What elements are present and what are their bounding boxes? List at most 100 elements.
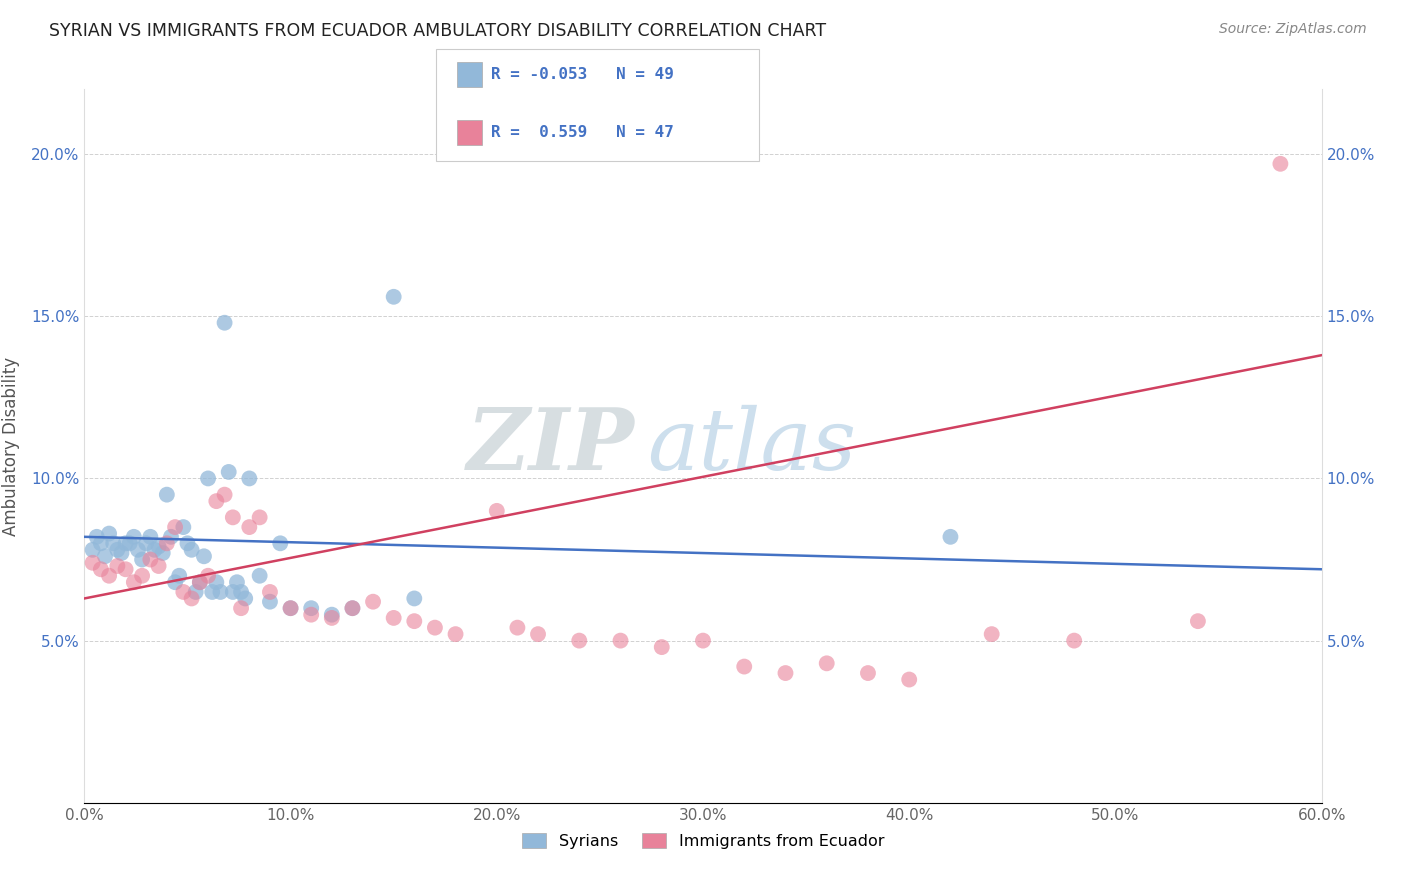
Point [222,585,245,599]
Point [184,585,207,599]
Point [226,575,249,590]
Point [110,546,132,560]
Point [172,520,194,534]
Point [1270,157,1292,171]
Point [118,536,141,550]
Point [205,494,228,508]
Point [382,611,405,625]
Point [651,640,673,654]
Point [148,540,170,554]
Point [342,601,364,615]
Point [165,520,187,534]
Point [105,559,128,574]
Point [898,673,921,687]
Point [299,601,322,615]
Point [105,542,128,557]
Point [527,627,550,641]
Point [775,666,797,681]
Point [86,530,108,544]
Point [131,552,153,566]
Point [815,657,838,671]
Point [568,633,591,648]
Point [733,659,755,673]
Point [238,520,260,534]
Point [233,591,256,606]
Legend: Syrians, Immigrants from Ecuador: Syrians, Immigrants from Ecuador [516,827,890,855]
Point [361,595,384,609]
Point [197,471,219,485]
Point [214,316,236,330]
Point [201,585,224,599]
Point [238,471,260,485]
Point [165,575,187,590]
Point [280,601,302,615]
Point [122,530,145,544]
Point [856,666,879,681]
Point [122,575,145,590]
Point [143,542,166,557]
Point [222,510,245,524]
Point [188,575,211,590]
Point [180,591,202,606]
Point [193,549,215,564]
Point [188,575,211,590]
Text: ZIP: ZIP [467,404,636,488]
Point [156,536,179,550]
Point [160,530,183,544]
Point [609,633,631,648]
Point [82,542,104,557]
Point [259,595,281,609]
Text: Source: ZipAtlas.com: Source: ZipAtlas.com [1219,22,1367,37]
Point [180,542,202,557]
Point [114,562,136,576]
Point [82,556,104,570]
Point [229,601,252,615]
Point [506,621,529,635]
Point [127,542,149,557]
Point [404,591,426,606]
Point [299,607,322,622]
Point [131,568,153,582]
Point [214,488,236,502]
Point [139,530,162,544]
Point [172,585,194,599]
Point [980,627,1002,641]
Point [114,536,136,550]
Point [444,627,467,641]
Point [156,488,179,502]
Text: R =  0.559   N = 47: R = 0.559 N = 47 [491,126,673,140]
Point [321,611,343,625]
Point [423,621,446,635]
Point [197,568,219,582]
Point [485,504,508,518]
Point [382,290,405,304]
Text: atlas: atlas [647,405,856,487]
Y-axis label: Ambulatory Disability: Ambulatory Disability [1,357,20,535]
Point [90,562,112,576]
Point [269,536,291,550]
Point [1187,614,1209,628]
Point [321,607,343,622]
Point [404,614,426,628]
Point [342,601,364,615]
Point [98,526,121,541]
Text: SYRIAN VS IMMIGRANTS FROM ECUADOR AMBULATORY DISABILITY CORRELATION CHART: SYRIAN VS IMMIGRANTS FROM ECUADOR AMBULA… [49,22,827,40]
Point [90,536,112,550]
Text: R = -0.053   N = 49: R = -0.053 N = 49 [491,68,673,82]
Point [692,633,714,648]
Point [280,601,302,615]
Point [259,585,281,599]
Point [229,585,252,599]
Point [249,568,271,582]
Point [135,536,157,550]
Point [205,575,228,590]
Point [218,465,240,479]
Point [152,546,174,560]
Point [148,559,170,574]
Point [939,530,962,544]
Point [98,568,121,582]
Point [209,585,232,599]
Point [103,536,125,550]
Point [249,510,271,524]
Point [167,568,190,582]
